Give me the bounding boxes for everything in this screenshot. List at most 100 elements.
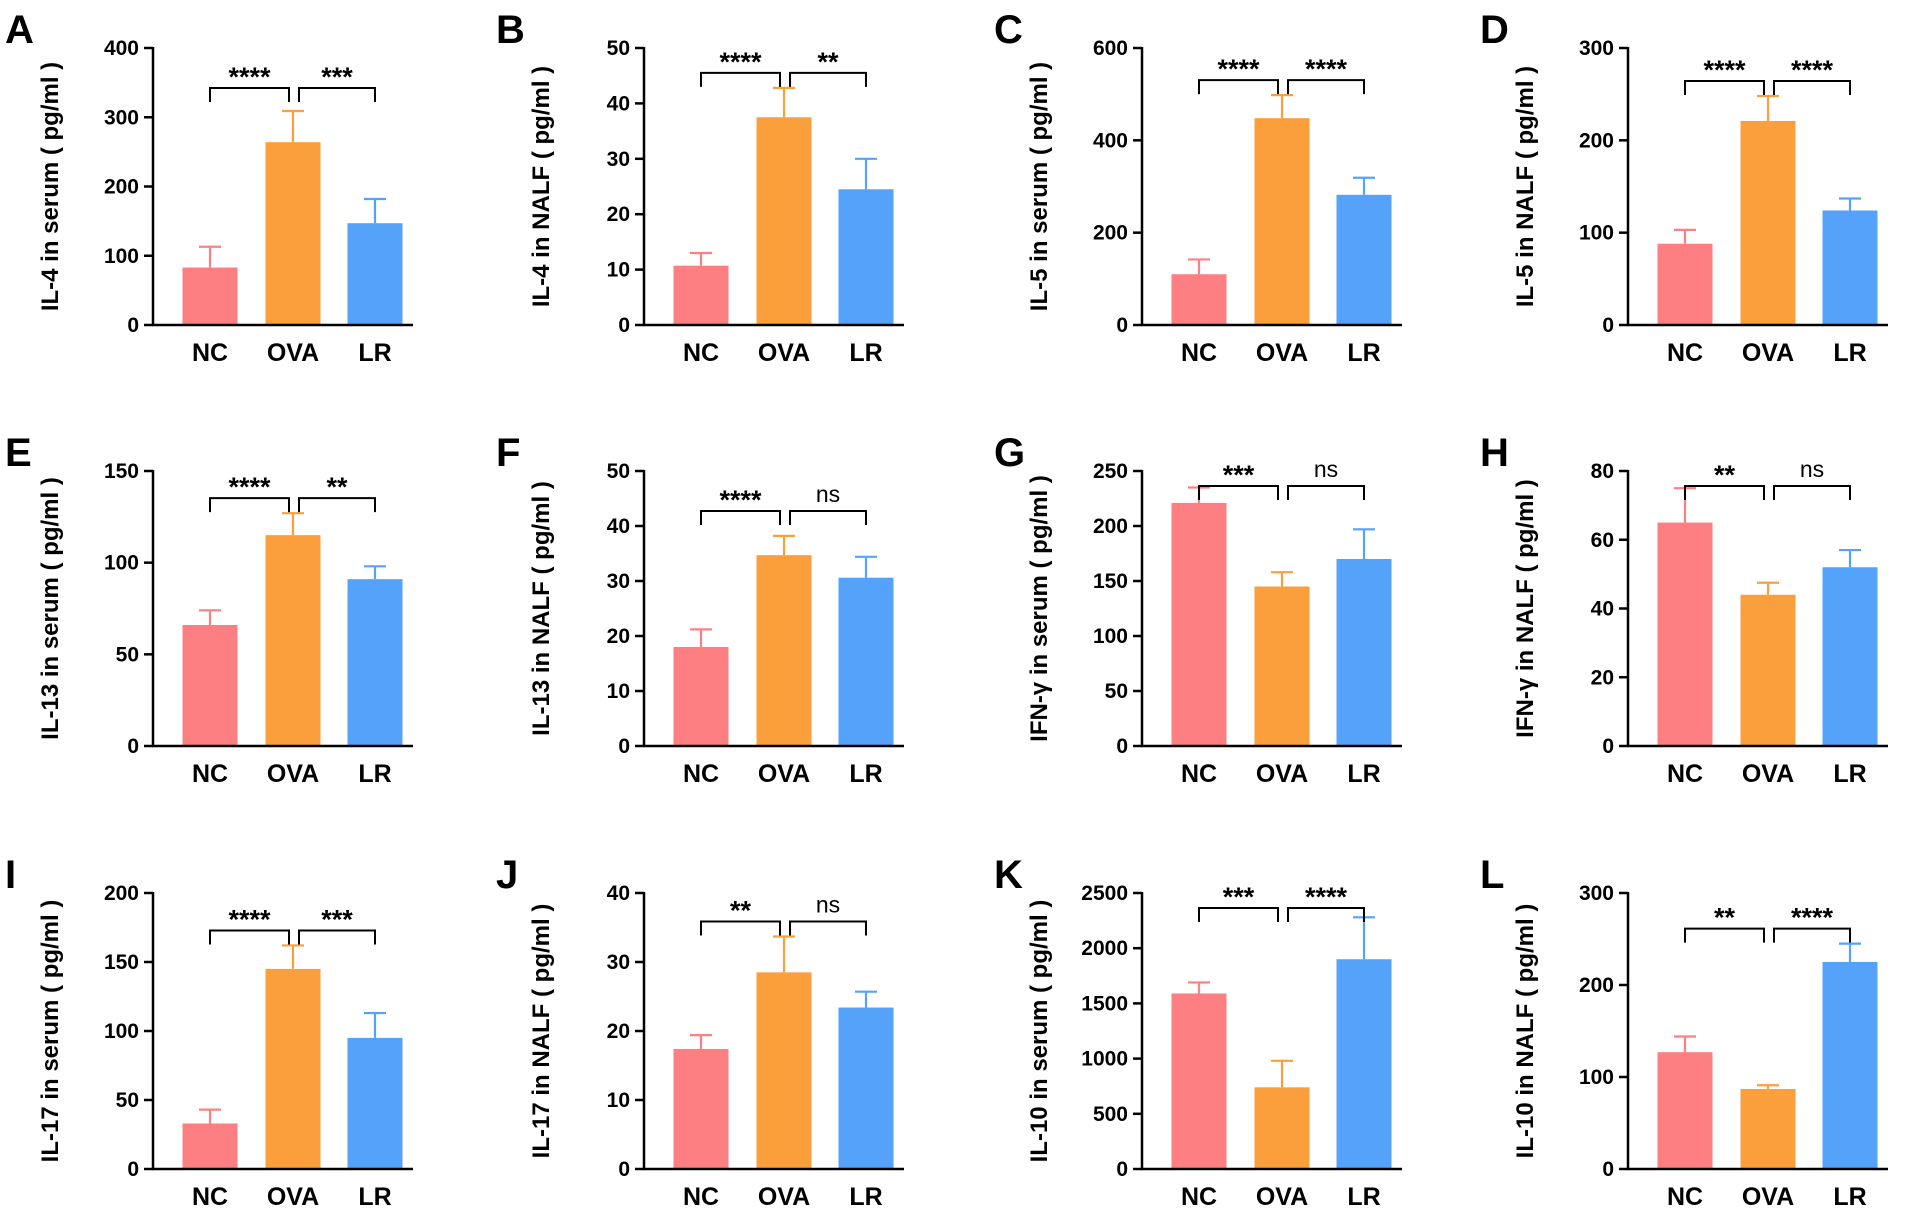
bar-nc (673, 1048, 729, 1169)
y-tick-label: 20 (607, 625, 630, 648)
y-tick-label: 50 (607, 460, 630, 483)
significance-bracket (1198, 907, 1279, 922)
panel-letter: I (5, 853, 16, 897)
y-tick-label: 100 (104, 552, 139, 575)
significance-bracket (1287, 485, 1365, 500)
y-axis-label: IL-17 in NALF ( pg/ml ) (528, 904, 555, 1159)
bar-ova (1740, 594, 1796, 746)
significance-bracket (298, 497, 376, 513)
bar-nc (1171, 993, 1227, 1169)
significance-label: ns (1800, 456, 1824, 482)
y-tick-label: 0 (618, 1158, 630, 1181)
y-tick-label: 50 (1105, 680, 1128, 703)
x-tick-label-nc: NC (1181, 760, 1217, 788)
x-tick-label-lr: LR (1347, 339, 1380, 367)
y-tick-label: 40 (607, 882, 630, 905)
y-tick-label: 10 (607, 680, 630, 703)
y-tick-label: 10 (607, 1089, 630, 1112)
significance-label: **** (1791, 903, 1834, 933)
bar-lr (1336, 959, 1392, 1169)
significance-label: **** (228, 62, 271, 92)
bar-ova (265, 535, 321, 746)
bar-nc (673, 265, 729, 325)
significance-bracket (1198, 79, 1279, 95)
chart-panel-k: KIL-10 in serum ( pg/ml ) 0 500 1000 1500 200… (994, 853, 1402, 1211)
significance-label: **** (1217, 54, 1260, 84)
y-tick-label: 0 (1602, 1158, 1614, 1181)
bar-ova (756, 555, 812, 746)
bar-ova (756, 117, 812, 325)
y-axis-label: IL-4 in serum ( pg/ml ) (37, 62, 64, 311)
bar-nc (673, 647, 729, 746)
x-tick-label-ova: OVA (1742, 339, 1794, 367)
y-tick-label: 20 (607, 203, 630, 226)
panel-letter: L (1480, 853, 1504, 897)
y-axis-label: IFN-γ in NALF ( pg/ml ) (1512, 479, 1539, 738)
significance-bracket (1773, 485, 1851, 500)
significance-bracket (789, 920, 867, 936)
x-tick-label-ova: OVA (1742, 760, 1794, 788)
significance-bracket (1684, 927, 1765, 943)
panel-letter: A (5, 8, 34, 52)
bar-lr (1336, 194, 1392, 325)
x-tick-label-lr: LR (1833, 1183, 1866, 1211)
y-tick-label: 200 (1579, 974, 1614, 997)
panel-letter: F (496, 431, 520, 475)
y-tick-label: 0 (618, 314, 630, 337)
y-tick-label: 2000 (1081, 937, 1128, 960)
panel-letter: G (994, 431, 1025, 475)
significance-bracket (298, 929, 376, 945)
y-tick-label: 200 (104, 176, 139, 199)
bar-nc (1657, 1052, 1713, 1169)
y-tick-label: 400 (104, 37, 139, 60)
bar-nc (182, 1123, 238, 1169)
y-tick-label: 500 (1093, 1103, 1128, 1126)
x-tick-label-nc: NC (683, 760, 719, 788)
x-tick-label-ova: OVA (267, 339, 319, 367)
y-tick-label: 0 (127, 314, 139, 337)
chart-panel-c: CIL-5 in serum ( pg/ml ) 0 200 400 600 NC OVA L… (994, 8, 1402, 367)
bar-ova (1254, 1087, 1310, 1169)
y-tick-label: 200 (1093, 515, 1128, 538)
y-tick-label: 100 (1579, 1066, 1614, 1089)
y-tick-label: 1500 (1081, 992, 1128, 1015)
significance-bracket (209, 929, 290, 945)
y-tick-label: 20 (1591, 666, 1614, 689)
y-tick-label: 400 (1093, 129, 1128, 152)
x-tick-label-nc: NC (683, 1183, 719, 1211)
panel-letter: E (5, 431, 32, 475)
x-tick-label-lr: LR (1347, 760, 1380, 788)
y-axis-label: IL-10 in NALF ( pg/ml ) (1512, 904, 1539, 1159)
significance-label: **** (1305, 882, 1348, 912)
significance-label: **** (228, 904, 271, 934)
significance-bracket (1773, 927, 1851, 943)
x-tick-label-ova: OVA (758, 339, 810, 367)
bar-nc (1657, 243, 1713, 325)
significance-label: *** (321, 904, 353, 934)
significance-bracket (789, 510, 867, 525)
y-tick-label: 1000 (1081, 1048, 1128, 1071)
bar-ova (265, 968, 321, 1169)
y-tick-label: 0 (1116, 1158, 1128, 1181)
significance-label: *** (1223, 460, 1255, 490)
y-tick-label: 300 (1579, 37, 1614, 60)
x-tick-label-nc: NC (192, 760, 228, 788)
y-tick-label: 100 (104, 1020, 139, 1043)
significance-bracket (789, 71, 867, 87)
significance-label: ** (817, 47, 839, 77)
x-tick-label-nc: NC (1667, 339, 1703, 367)
panel-letter: B (496, 8, 525, 52)
y-tick-label: 0 (1116, 735, 1128, 758)
y-tick-label: 0 (1602, 314, 1614, 337)
bar-lr (838, 577, 894, 746)
panel-letter: C (994, 8, 1023, 52)
panel-letter: J (496, 853, 518, 897)
x-tick-label-lr: LR (849, 1183, 882, 1211)
x-tick-label-lr: LR (849, 760, 882, 788)
y-axis-label: IL-5 in NALF ( pg/ml ) (1512, 66, 1539, 307)
bar-lr (838, 189, 894, 325)
bar-lr (347, 223, 403, 325)
significance-bracket (209, 87, 290, 102)
